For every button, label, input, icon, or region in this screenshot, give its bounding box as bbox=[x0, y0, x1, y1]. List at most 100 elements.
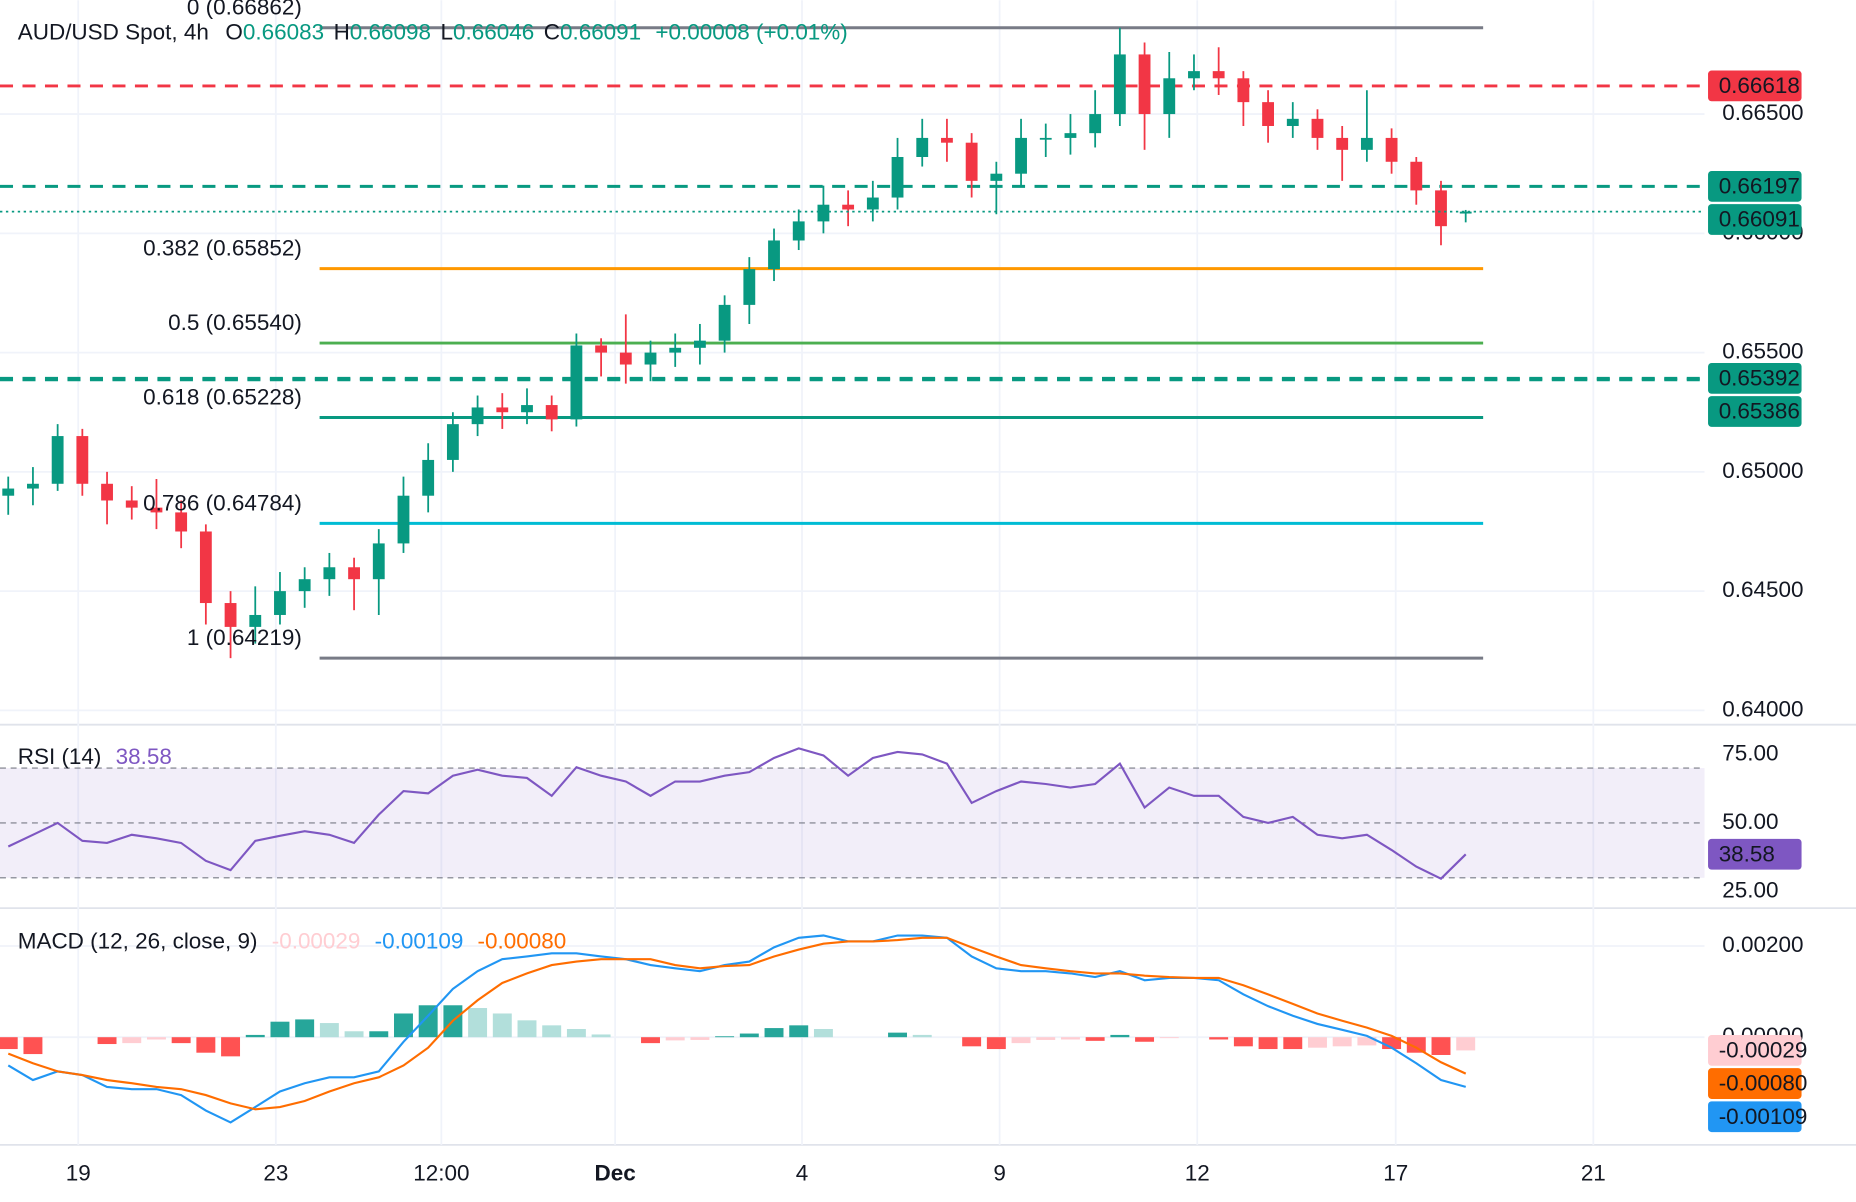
high-tag: H bbox=[334, 19, 350, 44]
rsi-line bbox=[7, 747, 1467, 880]
histogram-bar bbox=[221, 1037, 241, 1057]
y-tick-label: 0.65000 bbox=[1722, 458, 1803, 483]
candle-body bbox=[274, 591, 286, 615]
candle-body bbox=[446, 424, 459, 460]
candle-body bbox=[521, 405, 533, 413]
fib-label: 0 (0.66862) bbox=[187, 0, 302, 20]
histogram-bar bbox=[369, 1031, 389, 1038]
histogram-bar bbox=[962, 1037, 982, 1047]
high-value: 0.66098 bbox=[350, 19, 431, 44]
y-tick-label: 0.00200 bbox=[1722, 932, 1803, 957]
histogram-bar bbox=[542, 1025, 562, 1038]
histogram-bar bbox=[1308, 1037, 1327, 1048]
fib-label: 0.382 (0.65852) bbox=[143, 236, 302, 261]
candle-body bbox=[817, 204, 830, 222]
histogram-bar bbox=[591, 1034, 611, 1038]
histogram-bar bbox=[1283, 1037, 1303, 1050]
macd-title: MACD (12, 26, close, 9) bbox=[18, 928, 258, 953]
candle-body bbox=[1138, 54, 1151, 115]
candle-body bbox=[2, 488, 15, 496]
change: +0.00008 (+0.01%) bbox=[655, 19, 847, 44]
close-tag: C bbox=[544, 19, 560, 44]
candle-body bbox=[545, 405, 558, 420]
candle-body bbox=[323, 567, 336, 580]
candle-body bbox=[768, 240, 780, 270]
fib-label: 1 (0.64219) bbox=[187, 625, 302, 650]
candle-body bbox=[644, 352, 657, 365]
histogram-bar bbox=[492, 1013, 512, 1038]
y-tick-label: 0.64500 bbox=[1722, 577, 1803, 602]
histogram-bar bbox=[912, 1034, 932, 1038]
value-box-label: -0.00109 bbox=[1719, 1104, 1808, 1129]
candle-body bbox=[1039, 137, 1052, 140]
histogram-bar bbox=[1357, 1037, 1377, 1046]
low-value: 0.66046 bbox=[453, 19, 534, 44]
y-tick-label: 25.00 bbox=[1722, 877, 1778, 902]
pane-header: AUD/USD Spot, 4h O0.66083 H0.66098 L0.66046… bbox=[18, 19, 848, 44]
fib-label: 0.786 (0.64784) bbox=[143, 490, 302, 515]
low-tag: L bbox=[441, 19, 453, 44]
candle-body bbox=[397, 495, 410, 544]
histogram-bar bbox=[196, 1037, 216, 1053]
histogram-value: -0.00029 bbox=[272, 928, 361, 953]
pane-header: RSI (14) 38.58 bbox=[18, 744, 172, 769]
labels-layer: 19 23 12:00 Dec 4 9 12 17 21 0.64000 0.64500 0.6500… bbox=[18, 0, 1808, 1185]
candle-body bbox=[1311, 118, 1324, 138]
x-tick-label: 19 bbox=[66, 1160, 91, 1185]
candle-body bbox=[422, 459, 435, 496]
value-box bbox=[1708, 1035, 1802, 1066]
fib-label: 0.618 (0.65228) bbox=[143, 384, 302, 409]
candle-body bbox=[1237, 78, 1250, 103]
value-box-label: 0.66618 bbox=[1719, 73, 1800, 98]
histogram-bar bbox=[319, 1023, 339, 1038]
pane-header: MACD (12, 26, close, 9) -0.00029 -0.00109-… bbox=[18, 928, 566, 953]
candle-body bbox=[125, 500, 138, 508]
value-box bbox=[1708, 838, 1802, 870]
candle-body bbox=[1113, 54, 1126, 115]
histogram-bar bbox=[1036, 1037, 1056, 1040]
histogram-bar bbox=[1011, 1037, 1031, 1044]
candle-body bbox=[1360, 137, 1373, 150]
histogram-bar bbox=[394, 1013, 413, 1038]
candle-body bbox=[1064, 133, 1077, 138]
candle-body bbox=[1089, 114, 1102, 134]
candle-body bbox=[718, 304, 731, 341]
histogram-bar bbox=[270, 1021, 290, 1038]
macd-line bbox=[7, 936, 1467, 1111]
histogram-bar bbox=[1060, 1037, 1080, 1040]
x-tick-label: 12:00 bbox=[413, 1160, 469, 1185]
value-box-label: 0.66197 bbox=[1719, 173, 1800, 198]
close-value: 0.66091 bbox=[560, 19, 641, 44]
candle-body bbox=[1286, 118, 1299, 126]
histogram-bar bbox=[295, 1019, 315, 1038]
candle-body bbox=[1435, 190, 1447, 227]
candle-body bbox=[76, 436, 89, 484]
value-box-label: -0.00029 bbox=[1719, 1038, 1808, 1063]
histogram-bar bbox=[97, 1037, 117, 1045]
histogram-bar bbox=[344, 1031, 364, 1038]
histogram-bar bbox=[715, 1036, 735, 1038]
candle-body bbox=[348, 567, 360, 580]
histogram-bar bbox=[789, 1025, 809, 1038]
candle-body bbox=[199, 531, 212, 604]
histogram-bar bbox=[1085, 1037, 1105, 1041]
value-box-label: 0.65386 bbox=[1719, 399, 1800, 424]
x-tick-label: 17 bbox=[1383, 1160, 1408, 1185]
grid-layer bbox=[0, 0, 1705, 1145]
candle-body bbox=[669, 347, 682, 353]
value-box bbox=[1708, 170, 1802, 202]
rsi-value: 38.58 bbox=[116, 744, 172, 769]
candle-body bbox=[891, 156, 904, 198]
histogram-bar bbox=[641, 1037, 660, 1044]
candle-body bbox=[101, 483, 113, 501]
histogram-bar bbox=[122, 1037, 142, 1044]
candle-body bbox=[27, 483, 39, 489]
y-tick-label: 0.66500 bbox=[1722, 100, 1803, 125]
histogram-bar bbox=[468, 1008, 488, 1038]
candle-body bbox=[570, 345, 583, 420]
marks-layer bbox=[0, 26, 1705, 1124]
open-tag: O bbox=[225, 19, 242, 44]
candle-body bbox=[1212, 71, 1225, 79]
